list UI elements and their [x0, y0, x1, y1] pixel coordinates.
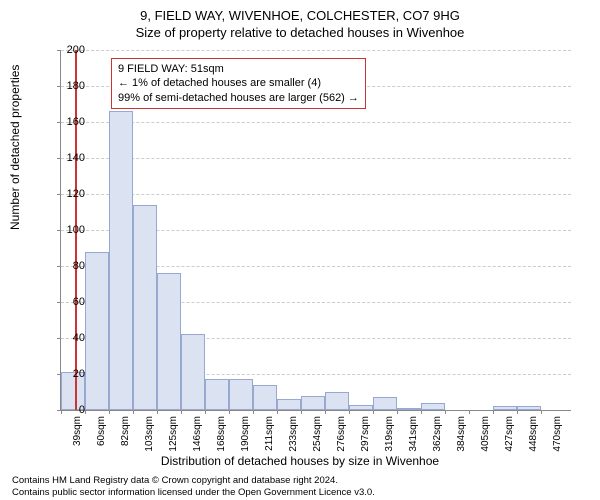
x-tick-mark [301, 410, 302, 414]
x-axis-label: Distribution of detached houses by size … [0, 454, 600, 468]
histogram-bar [229, 379, 253, 410]
annotation-line: ← 1% of detached houses are smaller (4) [118, 76, 359, 90]
footer-line-1: Contains HM Land Registry data © Crown c… [12, 475, 375, 486]
x-tick-label: 319sqm [384, 416, 395, 456]
x-tick-label: 427sqm [504, 416, 515, 456]
y-axis-label: Number of detached properties [8, 65, 22, 230]
y-tick-label: 20 [55, 368, 85, 380]
x-tick-label: 82sqm [120, 416, 131, 456]
x-tick-mark [133, 410, 134, 414]
x-tick-mark [373, 410, 374, 414]
x-tick-label: 190sqm [240, 416, 251, 456]
x-tick-label: 384sqm [456, 416, 467, 456]
plot-area: 9 FIELD WAY: 51sqm← 1% of detached house… [60, 50, 571, 411]
x-tick-mark [421, 410, 422, 414]
x-tick-mark [229, 410, 230, 414]
x-tick-mark [253, 410, 254, 414]
x-tick-label: 405sqm [480, 416, 491, 456]
histogram-bar [181, 334, 205, 410]
x-tick-label: 297sqm [360, 416, 371, 456]
gridline [61, 50, 571, 51]
x-tick-label: 448sqm [528, 416, 539, 456]
x-tick-label: 276sqm [336, 416, 347, 456]
x-tick-mark [469, 410, 470, 414]
histogram-bar [421, 403, 445, 410]
histogram-bar [517, 406, 541, 410]
x-tick-label: 341sqm [408, 416, 419, 456]
histogram-bar [397, 408, 421, 410]
annotation-line: 99% of semi-detached houses are larger (… [118, 91, 359, 105]
histogram-bar [205, 379, 229, 410]
x-tick-label: 39sqm [72, 416, 83, 456]
x-tick-mark [493, 410, 494, 414]
x-tick-mark [541, 410, 542, 414]
gridline [61, 194, 571, 195]
histogram-bar [301, 396, 325, 410]
histogram-bar [325, 392, 349, 410]
chart-title: 9, FIELD WAY, WIVENHOE, COLCHESTER, CO7 … [0, 0, 600, 23]
chart-subtitle: Size of property relative to detached ho… [0, 23, 600, 40]
gridline [61, 122, 571, 123]
chart-container: 9, FIELD WAY, WIVENHOE, COLCHESTER, CO7 … [0, 0, 600, 500]
histogram-bar [85, 252, 109, 410]
x-tick-label: 146sqm [192, 416, 203, 456]
annotation-box: 9 FIELD WAY: 51sqm← 1% of detached house… [111, 58, 366, 109]
x-tick-label: 211sqm [264, 416, 275, 456]
x-tick-mark [349, 410, 350, 414]
x-tick-mark [517, 410, 518, 414]
y-tick-label: 140 [55, 152, 85, 164]
x-tick-mark [397, 410, 398, 414]
y-tick-label: 80 [55, 260, 85, 272]
y-tick-label: 0 [55, 404, 85, 416]
x-tick-mark [277, 410, 278, 414]
x-tick-label: 470sqm [552, 416, 563, 456]
histogram-bar [109, 111, 133, 410]
x-tick-label: 233sqm [288, 416, 299, 456]
x-tick-label: 125sqm [168, 416, 179, 456]
histogram-bar [253, 385, 277, 410]
histogram-bar [493, 406, 517, 410]
x-tick-mark [109, 410, 110, 414]
gridline [61, 158, 571, 159]
annotation-line: 9 FIELD WAY: 51sqm [118, 62, 359, 76]
y-tick-label: 160 [55, 116, 85, 128]
y-tick-label: 120 [55, 188, 85, 200]
attribution-footer: Contains HM Land Registry data © Crown c… [12, 475, 375, 498]
x-tick-label: 168sqm [216, 416, 227, 456]
x-tick-label: 103sqm [144, 416, 155, 456]
x-tick-mark [325, 410, 326, 414]
y-tick-label: 60 [55, 296, 85, 308]
x-tick-mark [181, 410, 182, 414]
x-tick-mark [157, 410, 158, 414]
x-tick-mark [205, 410, 206, 414]
footer-line-2: Contains public sector information licen… [12, 487, 375, 498]
y-tick-label: 200 [55, 44, 85, 56]
x-tick-label: 362sqm [432, 416, 443, 456]
x-tick-label: 254sqm [312, 416, 323, 456]
x-tick-label: 60sqm [96, 416, 107, 456]
y-tick-label: 40 [55, 332, 85, 344]
histogram-bar [349, 405, 373, 410]
x-tick-mark [445, 410, 446, 414]
histogram-bar [133, 205, 157, 410]
histogram-bar [157, 273, 181, 410]
histogram-bar [277, 399, 301, 410]
y-tick-label: 100 [55, 224, 85, 236]
histogram-bar [373, 397, 397, 410]
x-tick-mark [85, 410, 86, 414]
y-tick-label: 180 [55, 80, 85, 92]
